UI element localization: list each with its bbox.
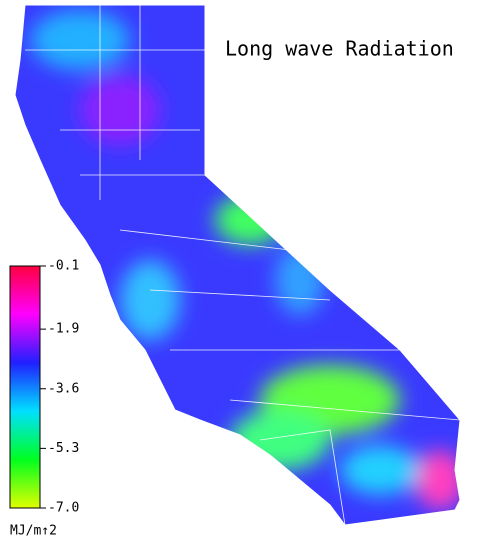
map-title: Long wave Radiation (225, 37, 454, 61)
colorbar-tick-label: -0.1 (48, 259, 79, 274)
colorbar-tick-label: -1.9 (48, 322, 79, 337)
colorbar-tick-label: -5.3 (48, 441, 79, 456)
colorbar-tick-label: -7.0 (48, 501, 79, 516)
colorbar-unit: MJ/m↑2 (10, 524, 57, 539)
colorbar-tick-label: -3.6 (48, 381, 79, 396)
colorbar (9, 265, 41, 509)
